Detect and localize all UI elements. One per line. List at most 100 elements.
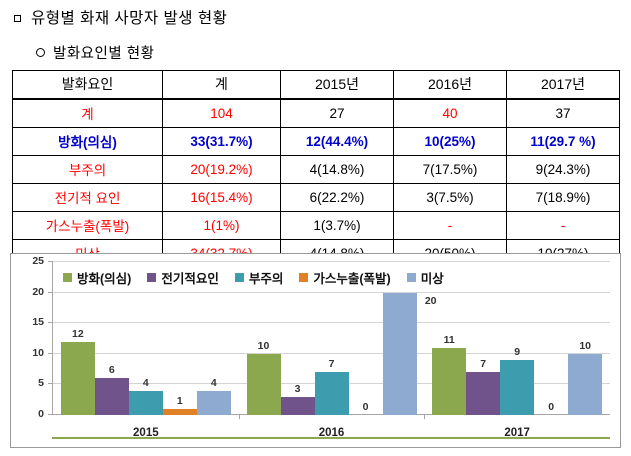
table-row: 전기적 요인 16(15.4%) 6(22.2%) 3(7.5%) 7(18.9%) bbox=[12, 183, 620, 212]
legend-item[interactable]: 전기적요인 bbox=[147, 268, 219, 287]
bar-slot: 20 bbox=[382, 262, 437, 415]
bar-value-label: 0 bbox=[362, 401, 369, 413]
bar-slot: 9 bbox=[500, 262, 535, 415]
bar[interactable]: 3 bbox=[280, 383, 315, 415]
chart-legend: 방화(의심) 전기적요인 부주의 가스누출(폭발) 미상 bbox=[63, 268, 444, 287]
legend-item[interactable]: 미상 bbox=[406, 268, 444, 287]
bar-value-label: 20 bbox=[424, 294, 437, 307]
bar[interactable]: 4 bbox=[196, 377, 231, 415]
bar-value-label: 0 bbox=[548, 401, 555, 413]
table-row: 부주의 20(19.2%) 4(14.8%) 7(17.5%) 9(24.3%) bbox=[12, 155, 620, 184]
table-cell: 104 bbox=[162, 98, 281, 128]
group-divider bbox=[424, 415, 426, 419]
bar[interactable]: 11 bbox=[432, 334, 467, 415]
bar[interactable]: 7 bbox=[466, 358, 501, 415]
legend-item[interactable]: 부주의 bbox=[234, 268, 283, 287]
table-cell: 9(24.3%) bbox=[506, 155, 620, 184]
table-cell: 27 bbox=[280, 98, 394, 128]
row-label: 계 bbox=[12, 98, 163, 128]
y-axis-label: 0 bbox=[38, 408, 44, 420]
square-bullet-icon bbox=[14, 14, 21, 22]
table-header-row: 발화요인 계 2015년 2016년 2017년 bbox=[12, 70, 620, 100]
table-cell: 3(7.5%) bbox=[393, 183, 507, 212]
bar[interactable]: 4 bbox=[128, 377, 163, 415]
bar-slot: 3 bbox=[280, 262, 315, 415]
y-axis-tick bbox=[48, 383, 53, 385]
bar[interactable]: 7 bbox=[314, 358, 349, 415]
table-row: 계 104 27 40 37 bbox=[12, 98, 620, 128]
bar-slot: 0 bbox=[349, 262, 383, 415]
bar-slot: 7 bbox=[314, 262, 349, 415]
y-axis-label: 20 bbox=[32, 285, 44, 298]
gridline: 10 bbox=[32, 347, 610, 359]
bar-value-label: 7 bbox=[480, 358, 487, 371]
bar-value-label: 4 bbox=[210, 376, 217, 389]
y-axis-label: 5 bbox=[38, 377, 44, 390]
bar[interactable]: 9 bbox=[500, 346, 535, 415]
table-cell: 6(22.2%) bbox=[280, 183, 394, 212]
column-header-total: 계 bbox=[162, 70, 281, 100]
y-axis-tick bbox=[48, 414, 53, 415]
bar-slot: 10 bbox=[568, 262, 603, 415]
bar-slot: 10 bbox=[246, 262, 281, 415]
y-axis-label: 10 bbox=[32, 346, 44, 359]
x-axis-label: 2015 bbox=[133, 427, 159, 439]
fire-cause-table: 발화요인 계 2015년 2016년 2017년 계 104 27 40 37 방화(의심… bbox=[12, 70, 620, 268]
bar-slot: 11 bbox=[432, 262, 467, 415]
bar-value-label: 7 bbox=[328, 358, 335, 371]
bar-slot: 7 bbox=[466, 262, 501, 415]
bar-value-label: 6 bbox=[108, 364, 115, 377]
bar-value-label: 4 bbox=[142, 376, 149, 389]
column-header-cause: 발화요인 bbox=[12, 70, 163, 100]
bar[interactable]: 12 bbox=[60, 328, 95, 415]
bar-chart: 방화(의심) 전기적요인 부주의 가스누출(폭발) 미상 0 5 10 15 20 25 12 6 4… bbox=[10, 253, 621, 448]
row-label: 방화(의심) bbox=[12, 127, 163, 156]
legend-item[interactable]: 방화(의심) bbox=[63, 268, 131, 287]
legend-label: 가스누출(폭발) bbox=[313, 272, 391, 286]
chart-plot-area: 0 5 10 15 20 25 12 6 4 1 4 2015 10 3 7 0 20 2016 11 7 9 0 10 2… bbox=[32, 255, 610, 439]
bar[interactable]: 10 bbox=[568, 340, 603, 415]
row-label: 전기적 요인 bbox=[12, 183, 163, 212]
bar[interactable]: 1 bbox=[162, 395, 197, 415]
table-cell: 20(19.2%) bbox=[162, 155, 281, 184]
bar[interactable]: 6 bbox=[94, 364, 129, 415]
table-cell: 10(25%) bbox=[393, 127, 507, 156]
y-axis-tick bbox=[48, 352, 53, 354]
bar-slot: 6 bbox=[94, 262, 129, 415]
legend-label: 전기적요인 bbox=[161, 272, 219, 286]
bar-value-label: 12 bbox=[71, 327, 84, 340]
legend-item[interactable]: 가스누출(폭발) bbox=[299, 268, 391, 287]
legend-swatch-icon bbox=[299, 273, 309, 282]
table-cell: 1(3.7%) bbox=[280, 211, 394, 240]
bar-slot: 4 bbox=[196, 262, 231, 415]
bar-group: 11 7 9 0 10 2017 bbox=[424, 262, 610, 439]
bar[interactable]: 10 bbox=[246, 340, 281, 415]
bar-group: 12 6 4 1 4 2015 bbox=[53, 262, 239, 439]
table-cell: 40 bbox=[393, 98, 507, 128]
circle-bullet-icon bbox=[36, 48, 45, 57]
bar-group: 10 3 7 0 20 2016 bbox=[238, 262, 437, 439]
column-header-2015: 2015년 bbox=[280, 70, 394, 100]
bar-value-label: 11 bbox=[443, 333, 455, 346]
bar-slot: 0 bbox=[534, 262, 568, 415]
table-cell: 7(18.9%) bbox=[506, 183, 620, 212]
y-axis-tick bbox=[48, 261, 53, 262]
y-axis-tick bbox=[48, 322, 53, 324]
table-row: 가스누출(폭발) 1(1%) 1(3.7%) - - bbox=[12, 211, 620, 240]
legend-swatch-icon bbox=[234, 273, 244, 282]
bar-value-label: 10 bbox=[257, 339, 270, 352]
section-title: 발화요인별 현황 bbox=[36, 42, 154, 63]
column-header-2016: 2016년 bbox=[393, 70, 507, 100]
bar-value-label: 10 bbox=[579, 339, 592, 352]
x-axis-label: 2016 bbox=[318, 427, 345, 439]
page-title-text: 유형별 화재 사망자 발생 현황 bbox=[31, 10, 228, 27]
bar-value-label: 1 bbox=[176, 394, 183, 407]
row-label: 부주의 bbox=[12, 155, 163, 184]
gridline: 25 bbox=[32, 255, 610, 267]
chart-x-axis-line bbox=[52, 437, 610, 439]
page-title: 유형별 화재 사망자 발생 현황 bbox=[14, 6, 227, 28]
x-axis-label: 2017 bbox=[504, 427, 530, 439]
bar[interactable]: 20 bbox=[382, 292, 437, 415]
legend-swatch-icon bbox=[147, 273, 157, 282]
bar-slot: 12 bbox=[60, 262, 95, 415]
